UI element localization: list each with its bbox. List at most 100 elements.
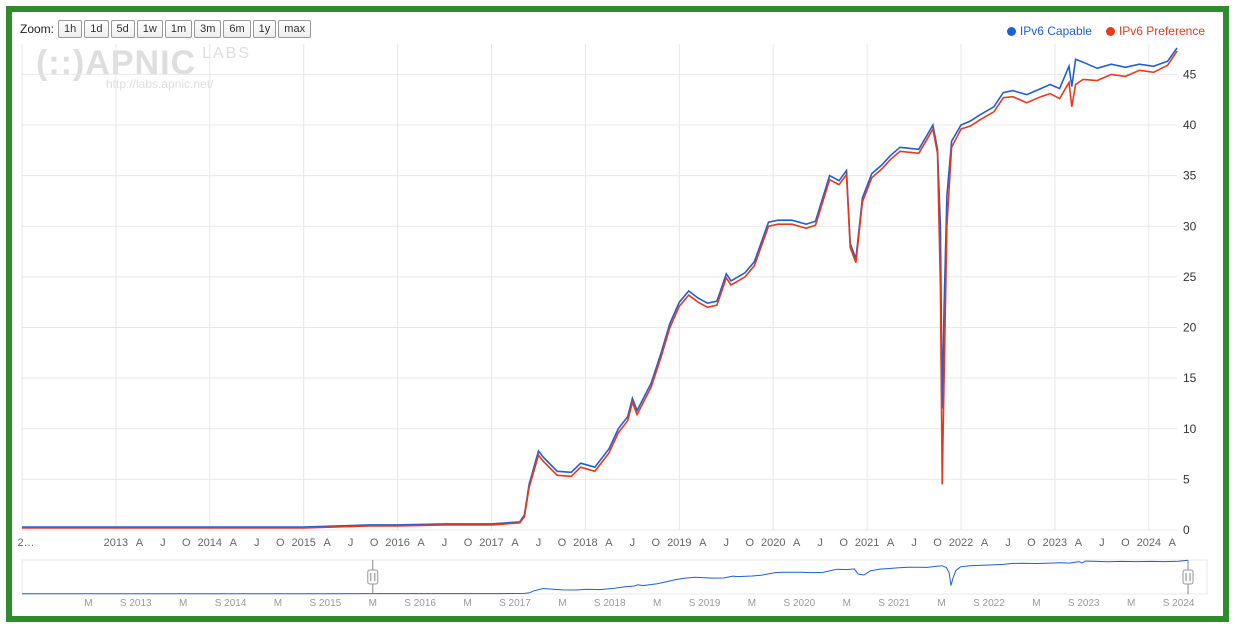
svg-text:O: O <box>1121 537 1130 549</box>
zoom-button-1h[interactable]: 1h <box>58 20 82 38</box>
svg-text:A: A <box>417 537 425 549</box>
svg-text:M: M <box>937 598 945 609</box>
svg-text:J: J <box>254 537 260 549</box>
svg-text:15: 15 <box>1183 371 1197 385</box>
svg-text:J: J <box>1099 537 1105 549</box>
zoom-button-5d[interactable]: 5d <box>111 20 135 38</box>
svg-text:O: O <box>558 537 567 549</box>
svg-text:O: O <box>933 537 942 549</box>
svg-text:S 2020: S 2020 <box>784 598 816 609</box>
svg-text:2020: 2020 <box>761 537 785 549</box>
svg-text:2019: 2019 <box>667 537 691 549</box>
svg-text:25: 25 <box>1183 270 1197 284</box>
svg-text:S 2017: S 2017 <box>499 598 531 609</box>
svg-text:J: J <box>348 537 354 549</box>
svg-text:2015: 2015 <box>291 537 315 549</box>
svg-text:M: M <box>843 598 851 609</box>
legend-label: IPv6 Capable <box>1020 24 1092 38</box>
svg-text:O: O <box>1027 537 1036 549</box>
svg-text:2016: 2016 <box>385 537 409 549</box>
svg-text:2021: 2021 <box>855 537 879 549</box>
svg-text:A: A <box>324 537 332 549</box>
svg-text:2018: 2018 <box>573 537 597 549</box>
series-line <box>22 51 1177 528</box>
svg-text:2…: 2… <box>18 537 35 549</box>
svg-text:J: J <box>536 537 542 549</box>
svg-text:M: M <box>369 598 377 609</box>
svg-text:A: A <box>1169 537 1177 549</box>
svg-text:A: A <box>136 537 144 549</box>
svg-text:40: 40 <box>1183 118 1197 132</box>
legend-dot-icon <box>1007 27 1016 36</box>
svg-text:O: O <box>745 537 754 549</box>
navigator-handle-right[interactable] <box>1183 570 1193 584</box>
navigator[interactable]: M S 2013 M S 2014 M S 2015 M S 2016 M S 2017 M S 20… <box>18 558 1217 610</box>
svg-text:J: J <box>911 537 917 549</box>
svg-text:J: J <box>817 537 823 549</box>
svg-text:2023: 2023 <box>1043 537 1067 549</box>
svg-text:S 2022: S 2022 <box>973 598 1005 609</box>
svg-text:2014: 2014 <box>198 537 222 549</box>
svg-text:M: M <box>558 598 566 609</box>
svg-text:30: 30 <box>1183 219 1197 233</box>
svg-text:2024: 2024 <box>1137 537 1161 549</box>
svg-text:20: 20 <box>1183 321 1197 335</box>
svg-text:S 2015: S 2015 <box>310 598 342 609</box>
svg-text:M: M <box>1032 598 1040 609</box>
svg-text:S 2021: S 2021 <box>878 598 910 609</box>
svg-text:J: J <box>630 537 636 549</box>
svg-text:A: A <box>511 537 519 549</box>
svg-text:S 2013: S 2013 <box>120 598 152 609</box>
svg-text:O: O <box>276 537 285 549</box>
svg-text:2017: 2017 <box>479 537 503 549</box>
legend: IPv6 Capable IPv6 Preference <box>993 24 1205 38</box>
zoom-button-3m[interactable]: 3m <box>194 20 221 38</box>
zoom-button-1d[interactable]: 1d <box>84 20 108 38</box>
svg-text:S 2023: S 2023 <box>1068 598 1100 609</box>
svg-text:M: M <box>653 598 661 609</box>
zoom-button-1m[interactable]: 1m <box>165 20 192 38</box>
svg-text:M: M <box>1127 598 1135 609</box>
svg-text:A: A <box>793 537 801 549</box>
svg-text:A: A <box>699 537 707 549</box>
svg-text:J: J <box>160 537 166 549</box>
toolbar: Zoom: 1h1d5d1w1m3m6m1ymax IPv6 CapableIP… <box>18 18 1217 40</box>
svg-text:45: 45 <box>1183 67 1197 81</box>
svg-text:O: O <box>839 537 848 549</box>
svg-text:J: J <box>724 537 730 549</box>
series-line <box>22 48 1177 527</box>
svg-text:O: O <box>464 537 473 549</box>
svg-text:A: A <box>887 537 895 549</box>
svg-text:M: M <box>179 598 187 609</box>
legend-label: IPv6 Preference <box>1119 24 1205 38</box>
legend-item: IPv6 Preference <box>1106 24 1205 38</box>
legend-dot-icon <box>1106 27 1115 36</box>
zoom-button-1y[interactable]: 1y <box>253 20 277 38</box>
svg-text:S 2016: S 2016 <box>404 598 436 609</box>
svg-text:S 2024: S 2024 <box>1163 598 1195 609</box>
svg-text:0: 0 <box>1183 523 1190 537</box>
svg-text:M: M <box>274 598 282 609</box>
zoom-button-max[interactable]: max <box>278 20 311 38</box>
svg-text:A: A <box>605 537 613 549</box>
zoom-button-1w[interactable]: 1w <box>137 20 163 38</box>
svg-text:A: A <box>981 537 989 549</box>
svg-text:J: J <box>1005 537 1011 549</box>
svg-text:M: M <box>748 598 756 609</box>
zoom-label: Zoom: <box>20 22 54 36</box>
navigator-handle-left[interactable] <box>368 570 378 584</box>
svg-text:2013: 2013 <box>104 537 128 549</box>
chart-frame: Zoom: 1h1d5d1w1m3m6m1ymax IPv6 CapableIP… <box>6 6 1229 622</box>
svg-text:S 2014: S 2014 <box>215 598 247 609</box>
zoom-button-6m[interactable]: 6m <box>223 20 250 38</box>
line-chart: 0510152025303540452013AJO2014AJO2015AJO2… <box>18 40 1217 554</box>
svg-text:A: A <box>230 537 238 549</box>
svg-text:O: O <box>182 537 191 549</box>
svg-text:O: O <box>652 537 661 549</box>
svg-text:O: O <box>370 537 379 549</box>
svg-text:35: 35 <box>1183 169 1197 183</box>
svg-text:S 2018: S 2018 <box>594 598 626 609</box>
svg-text:M: M <box>463 598 471 609</box>
svg-text:S 2019: S 2019 <box>689 598 721 609</box>
legend-item: IPv6 Capable <box>1007 24 1092 38</box>
